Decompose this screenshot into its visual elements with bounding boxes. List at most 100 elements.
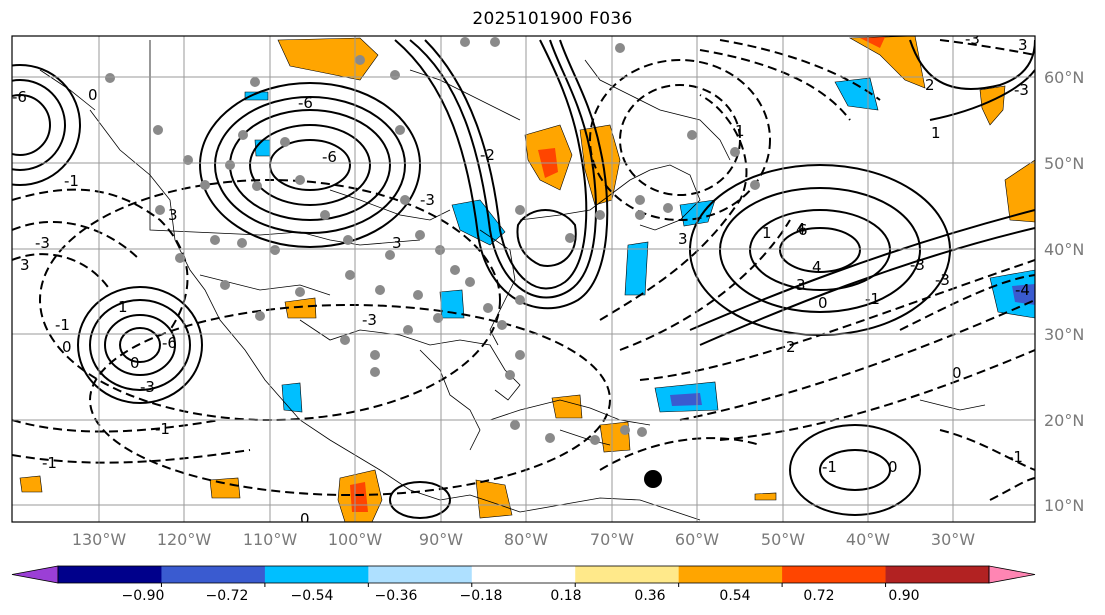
colorbar-segment xyxy=(264,566,369,583)
lon-label: 80°W xyxy=(504,530,548,549)
lon-labels: 130°W 120°W 110°W 100°W 90°W 80°W 70°W 6… xyxy=(72,530,975,549)
contour-label: 3 xyxy=(1018,36,1028,54)
colorbar-segment xyxy=(161,566,266,583)
storm-marker xyxy=(644,470,662,488)
contour-label: 0 xyxy=(62,338,72,356)
colorbar-segment xyxy=(58,566,162,583)
contour-label: -1 xyxy=(822,458,837,476)
lon-label: 60°W xyxy=(675,530,719,549)
contour-label-group: 0 -6 -6 -3 3 -1 -3 4 -3 3 0 -1 -3 1 -1 2… xyxy=(12,30,1030,528)
lat-label: 10°N xyxy=(1044,496,1084,515)
colorbar-extend-high xyxy=(988,565,1036,584)
contour-label: 4 xyxy=(796,220,806,238)
colorbar xyxy=(11,565,1036,587)
lon-label: 50°W xyxy=(761,530,805,549)
colorbar-tick-label: 0.36 xyxy=(634,588,665,604)
contour-label: -6 xyxy=(298,94,313,112)
contour-label: -3 xyxy=(935,271,950,289)
shade-blue xyxy=(834,77,879,111)
contour-label: 2 xyxy=(925,76,935,94)
contour-label: 3 xyxy=(20,256,30,274)
shade-blue xyxy=(254,139,271,157)
contour-label: 0 xyxy=(818,294,828,312)
colorbar-tick-label: −0.18 xyxy=(460,588,503,604)
contour-label: -1 xyxy=(42,454,57,472)
contour-label: -1 xyxy=(64,172,79,190)
lat-labels: 60°N 50°N 40°N 30°N 20°N 10°N xyxy=(1044,68,1084,515)
contour-label: -1 xyxy=(1008,448,1023,466)
lat-label: 50°N xyxy=(1044,154,1084,173)
colorbar-frame xyxy=(57,565,990,584)
lat-label: 40°N xyxy=(1044,240,1084,259)
contour-label: 3 xyxy=(168,206,178,224)
contour-label: -3 xyxy=(362,311,377,329)
shade-blue xyxy=(439,289,465,319)
lon-label: 120°W xyxy=(157,530,212,549)
contour-label: 2 xyxy=(786,338,796,356)
lat-label: 20°N xyxy=(1044,411,1084,430)
contour-label: -3 xyxy=(965,30,980,48)
contour-label: 0 xyxy=(88,86,98,104)
lon-label: 100°W xyxy=(328,530,383,549)
lon-label: 130°W xyxy=(72,530,127,549)
lon-label: 70°W xyxy=(590,530,634,549)
contour-label: 3 xyxy=(392,234,402,252)
contour-label: 1 xyxy=(931,124,941,142)
contour-label: 1 xyxy=(118,298,128,316)
shade-darkblue xyxy=(670,393,702,406)
colorbar-segment xyxy=(885,566,990,583)
contour-label: -3 xyxy=(140,378,155,396)
colorbar-tick-label: −0.72 xyxy=(206,588,249,604)
lon-label: 40°W xyxy=(846,530,890,549)
lat-label: 60°N xyxy=(1044,68,1084,87)
shade-orange xyxy=(277,37,379,81)
colorbar-tick-label: −0.54 xyxy=(291,588,334,604)
shade-orange xyxy=(754,492,777,501)
contour-label: -2 xyxy=(480,146,495,164)
colorbar-tick-label: 0.72 xyxy=(803,588,834,604)
colorbar-segment xyxy=(471,566,576,583)
colorbar-tick-label: −0.36 xyxy=(375,588,418,604)
contour-label: 3 xyxy=(796,276,806,294)
contour-label: 0 xyxy=(952,364,962,382)
contour-label: 0 xyxy=(130,354,140,372)
contour-label: -3 xyxy=(35,234,50,252)
colorbar-segment xyxy=(575,566,680,583)
map-title: 2025101900 F036 xyxy=(472,9,633,29)
shade-blue xyxy=(451,199,506,246)
contour-label: 3 xyxy=(678,230,688,248)
shade-orange xyxy=(551,394,583,419)
dashed-contours xyxy=(12,39,1035,501)
contour-label: 0 xyxy=(888,458,898,476)
contour-label: -3 xyxy=(420,191,435,209)
shade-orange xyxy=(19,475,43,493)
contour-label: 1 xyxy=(762,224,772,242)
contour-label: -3 xyxy=(1014,81,1029,99)
colorbar-tick-label: 0.90 xyxy=(888,588,919,604)
contour-label: 0 xyxy=(300,510,310,528)
colorbar-tick-label: −0.90 xyxy=(122,588,165,604)
contour-label: -1 xyxy=(865,290,880,308)
colorbar-extend-low xyxy=(11,565,59,584)
contour-label: 1 xyxy=(735,122,745,140)
gridlines xyxy=(12,36,1035,522)
map-layers: 0 -6 -6 -3 3 -1 -3 4 -3 3 0 -1 -3 1 -1 2… xyxy=(12,30,1035,528)
shaded-anomalies xyxy=(19,36,1035,522)
shade-blue xyxy=(989,269,1035,319)
contour-label: 4 xyxy=(812,258,822,276)
contour-label: -6 xyxy=(162,334,177,352)
colorbar-tick-label: 0.18 xyxy=(550,588,581,604)
shade-orange xyxy=(1004,159,1035,223)
colorbar-tick-label: 0.54 xyxy=(719,588,750,604)
contour-label: 6 xyxy=(798,221,808,239)
contour-label: -3 xyxy=(910,256,925,274)
contour-label: -4 xyxy=(1015,281,1030,299)
colorbar-tick-labels: −0.90 −0.72 −0.54 −0.36 −0.18 0.18 0.36 … xyxy=(122,588,920,604)
contour-lines xyxy=(12,39,1035,519)
shade-darkblue xyxy=(1012,284,1035,305)
lon-label: 110°W xyxy=(243,530,298,549)
lon-label: 90°W xyxy=(419,530,463,549)
contour-label: -1 xyxy=(155,420,170,438)
colorbar-segment xyxy=(368,566,473,583)
